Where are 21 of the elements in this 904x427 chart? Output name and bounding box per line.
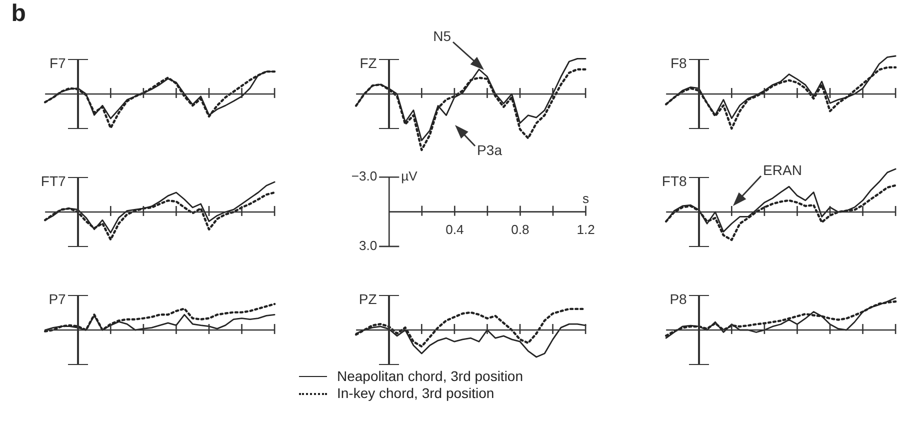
x-tick-label: 0.8 [511,222,530,238]
y-axis-title: µV [401,168,418,184]
y-tick-label: 3.0 [358,238,378,254]
y-tick-label: −3.0 [351,168,378,184]
text: N5 [433,28,452,44]
legend-label: In-key chord, 3rd position [337,385,494,402]
x-tick-label: 0.4 [446,222,464,238]
x-tick-label: 1.2 [576,222,595,238]
chart-title: FZ [360,55,378,72]
annotation: P3a [477,142,502,158]
chart-title: FT7 [41,173,66,190]
text: b [11,0,26,28]
chart-title: PZ [359,291,378,308]
chart-title: P8 [670,291,688,308]
annotation: ERAN [763,162,802,178]
x-axis-title: s [582,191,590,206]
chart-title: P7 [48,291,66,308]
chart-title: F8 [670,55,688,72]
legend-label: Neapolitan chord, 3rd position [337,368,524,385]
chart-title: FT8 [662,173,688,190]
chart-title: F7 [50,55,66,72]
